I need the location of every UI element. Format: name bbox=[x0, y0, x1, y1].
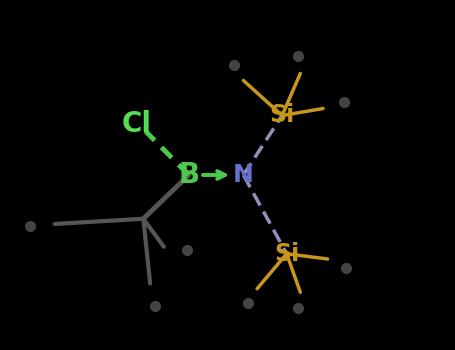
Text: Si: Si bbox=[269, 104, 295, 127]
Text: B: B bbox=[178, 161, 199, 189]
Text: Si: Si bbox=[274, 242, 299, 266]
Text: N: N bbox=[233, 163, 254, 187]
Text: Cl: Cl bbox=[121, 110, 152, 138]
